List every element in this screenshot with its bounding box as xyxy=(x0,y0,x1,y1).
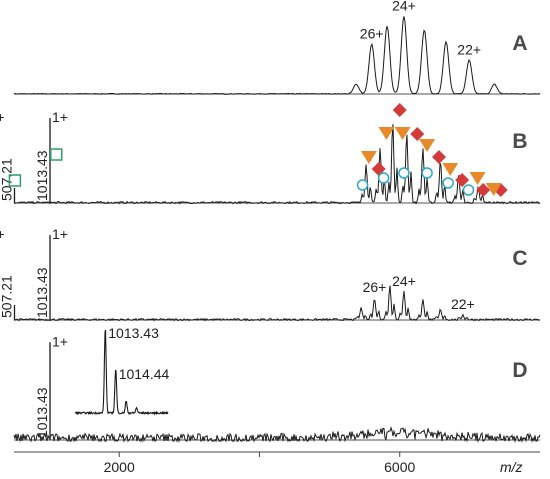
triangle-marker xyxy=(378,127,395,140)
panel-letter: A xyxy=(512,32,527,55)
triangle-marker xyxy=(442,163,459,176)
charge-state-label: 24+ xyxy=(392,273,416,289)
charge-label: 1+ xyxy=(52,333,68,349)
charge-state-label: 26+ xyxy=(360,25,384,41)
charge-state-label: 22+ xyxy=(457,41,481,57)
diamond-marker xyxy=(476,183,491,197)
inset-trace xyxy=(74,329,169,416)
x-axis-label: m/z xyxy=(500,459,523,475)
x-tick-label: 2000 xyxy=(104,459,135,475)
charge-state-label: 26+ xyxy=(363,279,387,295)
mass-label: 1013.43 xyxy=(34,387,50,438)
square-marker xyxy=(50,148,63,161)
charge-state-label: 22+ xyxy=(451,296,475,312)
diamond-marker xyxy=(455,173,470,187)
circle-marker xyxy=(421,167,433,179)
circle-marker xyxy=(398,167,410,179)
mass-label: 1013.43 xyxy=(34,267,50,318)
inset-peak-label: 1014.44 xyxy=(119,366,170,382)
triangle-marker xyxy=(485,183,502,196)
triangle-marker xyxy=(469,172,486,185)
diamond-marker xyxy=(392,103,407,117)
panel-c: 2+ 507.21 1+ 1013.43 26+ 24+ 22+ C xyxy=(0,226,541,322)
circle-marker xyxy=(462,184,475,196)
mass-label: 507.21 xyxy=(0,275,15,318)
spectrum-panels: 26+24+22+A2+507.211+1013.43B2+507.211+10… xyxy=(0,0,541,444)
inset-isotope-spectrum: 1013.43 1014.44 xyxy=(74,325,170,416)
spectrum-trace-b xyxy=(13,124,541,205)
diamond-marker xyxy=(432,150,447,164)
mass-label: 507.21 xyxy=(0,158,15,201)
inset-peak-label: 1013.43 xyxy=(108,325,159,341)
circle-marker xyxy=(356,179,369,191)
panel-a: 26+ 24+ 22+ A xyxy=(13,0,541,95)
charge-label: 1+ xyxy=(52,226,68,242)
charge-state-label: 24+ xyxy=(392,0,416,13)
x-axis: 2000 6000 m/z xyxy=(14,451,540,475)
triangle-marker xyxy=(360,151,377,164)
circle-marker xyxy=(377,172,390,184)
spectrum-trace-d xyxy=(13,426,541,444)
panel-b: 2+ 507.21 1+ 1013.43 B xyxy=(0,103,541,205)
triangle-marker xyxy=(419,139,436,152)
panel-d: 1+ 1013.43 1013.43 1014.44 D xyxy=(13,325,541,444)
panel-letter: B xyxy=(512,130,527,153)
diamond-marker xyxy=(410,127,425,141)
x-axis-ticks: 2000 6000 xyxy=(104,452,416,475)
x-tick-label: 6000 xyxy=(384,459,415,475)
charge-label: 1+ xyxy=(52,109,68,125)
circle-marker xyxy=(442,177,454,189)
panel-letter: C xyxy=(512,247,527,270)
square-marker xyxy=(8,174,22,187)
charge-label: 2+ xyxy=(0,109,5,125)
triangle-marker xyxy=(394,127,411,140)
mass-label: 1013.43 xyxy=(34,150,50,201)
charge-label: 2+ xyxy=(0,226,5,242)
panel-letter: D xyxy=(512,359,527,382)
